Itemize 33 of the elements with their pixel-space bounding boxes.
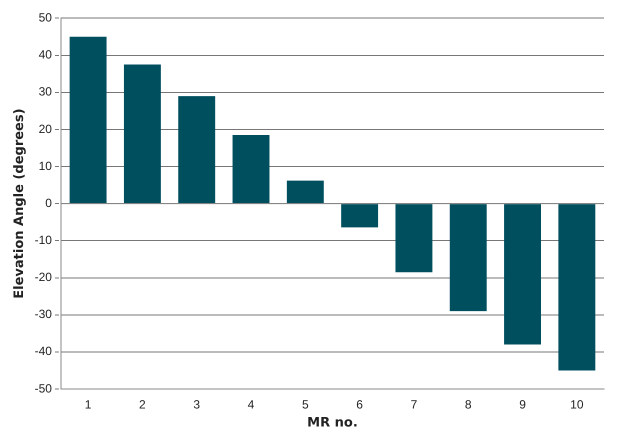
x-tick-label: 1 xyxy=(84,398,92,412)
y-tick-label: -10 xyxy=(34,232,52,247)
bar xyxy=(124,64,161,204)
bar xyxy=(558,204,596,370)
bar xyxy=(232,135,270,204)
bar xyxy=(286,180,324,204)
x-axis-title: MR no. xyxy=(307,416,358,431)
bar xyxy=(450,204,487,312)
x-tick-label: 10 xyxy=(570,398,584,412)
y-tick-label: -20 xyxy=(34,270,52,284)
x-tick-label: 7 xyxy=(410,398,418,412)
y-tick-label: 50 xyxy=(38,10,52,25)
x-tick-label: 2 xyxy=(139,398,146,412)
x-tick-label: 3 xyxy=(193,398,200,412)
y-tick-label: 10 xyxy=(38,158,52,173)
y-tick-label: -40 xyxy=(34,344,52,358)
y-tick-label: 20 xyxy=(38,122,52,136)
x-tick-label: 9 xyxy=(519,398,526,412)
bar xyxy=(70,36,107,204)
x-tick-label: 8 xyxy=(464,398,472,412)
x-tick-label: 4 xyxy=(248,398,255,412)
y-tick-label: 40 xyxy=(38,48,52,62)
y-tick-label: 0 xyxy=(45,196,52,210)
y-tick-label: -50 xyxy=(34,381,52,396)
x-tick-label: 6 xyxy=(356,398,364,412)
bar xyxy=(395,204,432,272)
bar xyxy=(504,204,542,345)
bar xyxy=(341,204,378,228)
bar xyxy=(178,96,216,204)
y-tick-label: 30 xyxy=(38,84,52,99)
y-tick-label: -30 xyxy=(34,307,52,322)
y-axis-title: Elevation Angle (degrees) xyxy=(12,108,28,299)
x-tick-label: 5 xyxy=(302,398,309,412)
